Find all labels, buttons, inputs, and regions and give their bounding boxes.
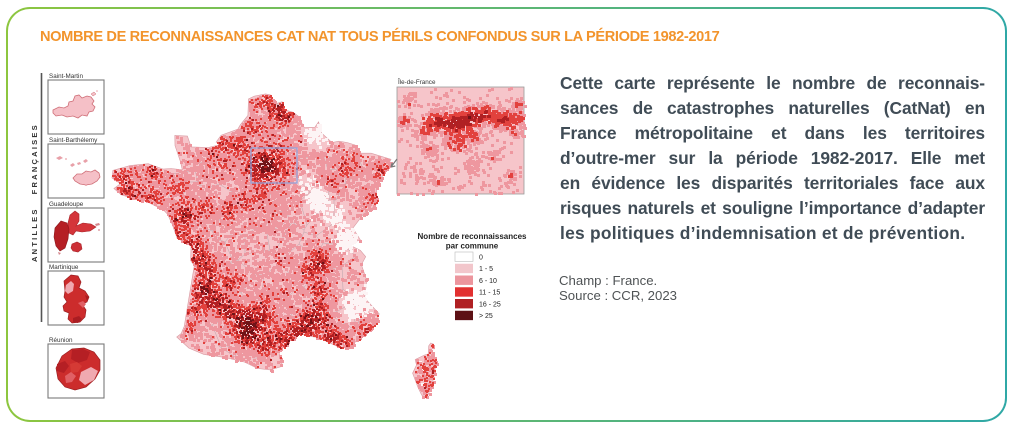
svg-text:Saint-Martin: Saint-Martin <box>49 73 83 80</box>
svg-text:Saint-Barthélemy: Saint-Barthélemy <box>49 137 98 144</box>
svg-text:Île-de-France: Île-de-France <box>397 77 436 86</box>
svg-text:Réunion: Réunion <box>49 337 73 344</box>
svg-text:ANTILLES FRANÇAISES: ANTILLES FRANÇAISES <box>30 123 39 262</box>
svg-text:Nombre de reconnaissances: Nombre de reconnaissances <box>418 232 527 241</box>
svg-text:> 25: > 25 <box>479 313 493 320</box>
svg-text:0: 0 <box>479 254 483 261</box>
svg-text:par commune: par commune <box>446 242 499 251</box>
svg-text:Martinique: Martinique <box>49 264 79 271</box>
svg-text:6 - 10: 6 - 10 <box>479 278 497 285</box>
svg-text:1 - 5: 1 - 5 <box>479 266 493 273</box>
svg-text:11 - 15: 11 - 15 <box>479 290 500 297</box>
svg-text:16 - 25: 16 - 25 <box>479 301 501 308</box>
svg-text:Guadeloupe: Guadeloupe <box>49 201 84 208</box>
